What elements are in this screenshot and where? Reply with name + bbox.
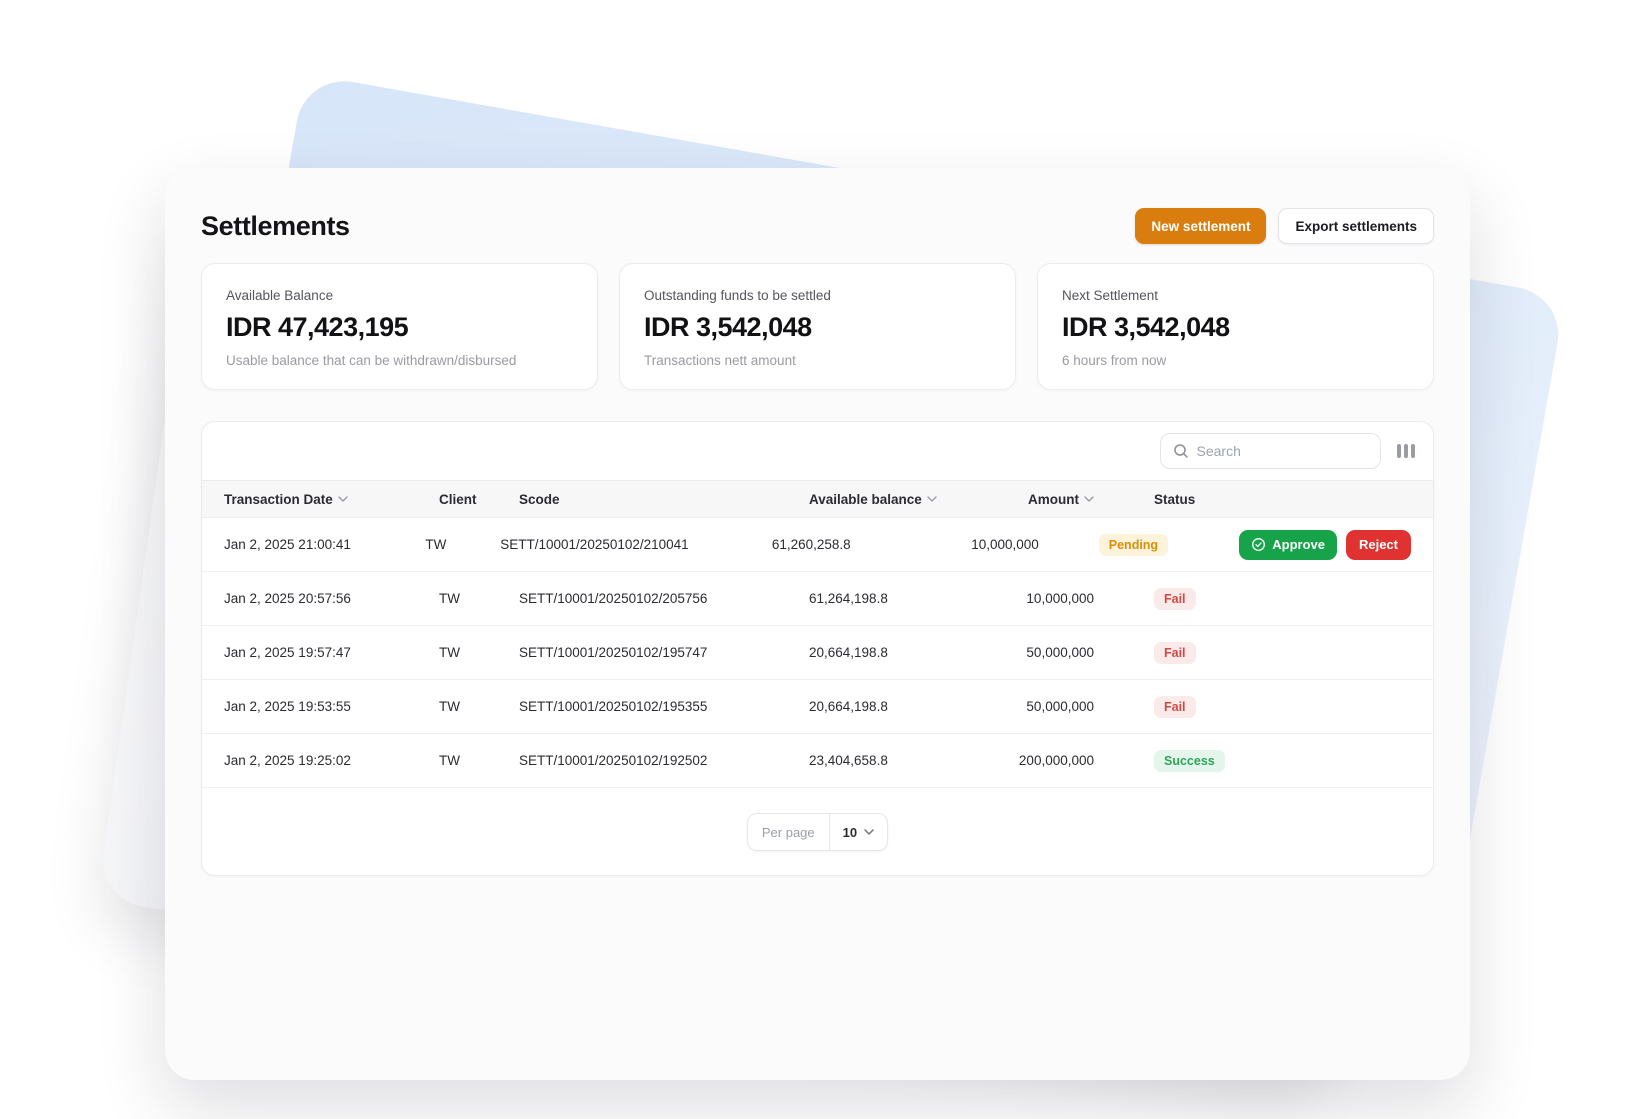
cell-scode: SETT/10001/20250102/192502 xyxy=(519,753,708,768)
stat-label: Outstanding funds to be settled xyxy=(644,288,831,303)
column-header-available-balance[interactable]: Available balance xyxy=(809,492,1009,507)
status-badge: Fail xyxy=(1154,641,1196,664)
table-row[interactable]: Jan 2, 2025 19:25:02 TW SETT/10001/20250… xyxy=(202,734,1433,788)
cell-client: TW xyxy=(439,591,460,606)
search-box[interactable] xyxy=(1159,433,1381,469)
stat-value: IDR 3,542,048 xyxy=(1062,312,1230,342)
search-icon xyxy=(1173,443,1189,459)
check-circle-icon xyxy=(1251,537,1266,552)
table-body: Jan 2, 2025 21:00:41 TW SETT/10001/20250… xyxy=(202,518,1433,788)
cell-client: TW xyxy=(425,537,447,552)
status-badge: Pending xyxy=(1098,533,1169,556)
per-page-label: Per page xyxy=(748,814,830,850)
page-title: Settlements xyxy=(201,210,350,241)
per-page-control: Per page 10 xyxy=(746,813,889,851)
stat-subtext: 6 hours from now xyxy=(1062,353,1167,368)
stat-subtext: Usable balance that can be withdrawn/dis… xyxy=(226,353,517,368)
column-header-scode[interactable]: Scode xyxy=(519,491,560,507)
cell-transaction-date: Jan 2, 2025 20:57:56 xyxy=(224,591,351,606)
chevron-down-icon xyxy=(1084,496,1094,502)
cell-scode: SETT/10001/20250102/195747 xyxy=(519,645,708,660)
cell-status: Fail xyxy=(1154,641,1304,664)
stat-card-outstanding-funds: Outstanding funds to be settled IDR 3,54… xyxy=(619,263,1016,390)
reject-button[interactable]: Reject xyxy=(1345,529,1411,560)
cell-client: TW xyxy=(439,753,460,768)
cell-transaction-date: Jan 2, 2025 21:00:41 xyxy=(224,537,351,552)
approve-button[interactable]: Approve xyxy=(1239,529,1337,560)
stat-label: Next Settlement xyxy=(1062,288,1159,303)
column-header-transaction-date[interactable]: Transaction Date xyxy=(224,492,439,507)
column-header-amount[interactable]: Amount xyxy=(1009,492,1094,507)
new-settlement-button[interactable]: New settlement xyxy=(1135,208,1267,244)
chevron-down-icon xyxy=(338,496,348,502)
stat-subtext: Transactions nett amount xyxy=(644,353,796,368)
status-badge: Fail xyxy=(1154,587,1196,610)
cell-amount: 200,000,000 xyxy=(1018,753,1094,768)
column-header-status[interactable]: Status xyxy=(1154,491,1196,507)
stats-row: Available Balance IDR 47,423,195 Usable … xyxy=(201,263,1434,390)
cell-amount: 50,000,000 xyxy=(1026,645,1094,660)
cell-actions: Approve Reject xyxy=(1239,529,1411,560)
cell-available-balance: 61,264,198.8 xyxy=(809,591,888,606)
cell-transaction-date: Jan 2, 2025 19:53:55 xyxy=(224,699,351,714)
chevron-down-icon xyxy=(927,496,937,502)
cell-status: Pending xyxy=(1098,533,1239,556)
cell-transaction-date: Jan 2, 2025 19:25:02 xyxy=(224,753,351,768)
stat-value: IDR 47,423,195 xyxy=(226,312,409,342)
cell-status: Fail xyxy=(1154,695,1304,718)
settlements-table-card: Transaction Date Client Scode Available … xyxy=(201,421,1434,876)
stat-value: IDR 3,542,048 xyxy=(644,312,812,342)
stat-card-available-balance: Available Balance IDR 47,423,195 Usable … xyxy=(201,263,598,390)
cell-scode: SETT/10001/20250102/195355 xyxy=(519,699,708,714)
cell-client: TW xyxy=(439,699,460,714)
export-settlements-button[interactable]: Export settlements xyxy=(1278,208,1434,244)
table-footer: Per page 10 xyxy=(202,788,1433,875)
header-actions: New settlement Export settlements xyxy=(1135,208,1434,244)
columns-icon[interactable] xyxy=(1396,444,1415,458)
cell-status: Fail xyxy=(1154,587,1304,610)
status-badge: Success xyxy=(1154,749,1225,772)
search-input[interactable] xyxy=(1196,443,1368,459)
cell-transaction-date: Jan 2, 2025 19:57:47 xyxy=(224,645,351,660)
cell-available-balance: 61,260,258.8 xyxy=(771,537,851,552)
cell-available-balance: 20,664,198.8 xyxy=(809,645,888,660)
page-header: Settlements New settlement Export settle… xyxy=(201,206,1434,246)
main-card: Settlements New settlement Export settle… xyxy=(165,168,1470,1080)
cell-scode: SETT/10001/20250102/205756 xyxy=(519,591,708,606)
stat-card-next-settlement: Next Settlement IDR 3,542,048 6 hours fr… xyxy=(1037,263,1434,390)
cell-amount: 50,000,000 xyxy=(1026,699,1094,714)
column-header-client[interactable]: Client xyxy=(439,491,477,507)
cell-scode: SETT/10001/20250102/210041 xyxy=(500,537,689,552)
status-badge: Fail xyxy=(1154,695,1196,718)
cell-available-balance: 23,404,658.8 xyxy=(809,753,888,768)
table-row[interactable]: Jan 2, 2025 19:53:55 TW SETT/10001/20250… xyxy=(202,680,1433,734)
table-row[interactable]: Jan 2, 2025 21:00:41 TW SETT/10001/20250… xyxy=(202,518,1433,572)
per-page-select[interactable]: 10 xyxy=(830,814,887,850)
stat-label: Available Balance xyxy=(226,288,334,303)
table-header-row: Transaction Date Client Scode Available … xyxy=(202,480,1433,518)
cell-status: Success xyxy=(1154,749,1304,772)
cell-available-balance: 20,664,198.8 xyxy=(809,699,888,714)
cell-client: TW xyxy=(439,645,460,660)
table-row[interactable]: Jan 2, 2025 20:57:56 TW SETT/10001/20250… xyxy=(202,572,1433,626)
table-toolbar xyxy=(202,422,1433,480)
cell-amount: 10,000,000 xyxy=(1026,591,1094,606)
cell-amount: 10,000,000 xyxy=(971,537,1039,552)
chevron-down-icon xyxy=(864,829,874,835)
table-row[interactable]: Jan 2, 2025 19:57:47 TW SETT/10001/20250… xyxy=(202,626,1433,680)
